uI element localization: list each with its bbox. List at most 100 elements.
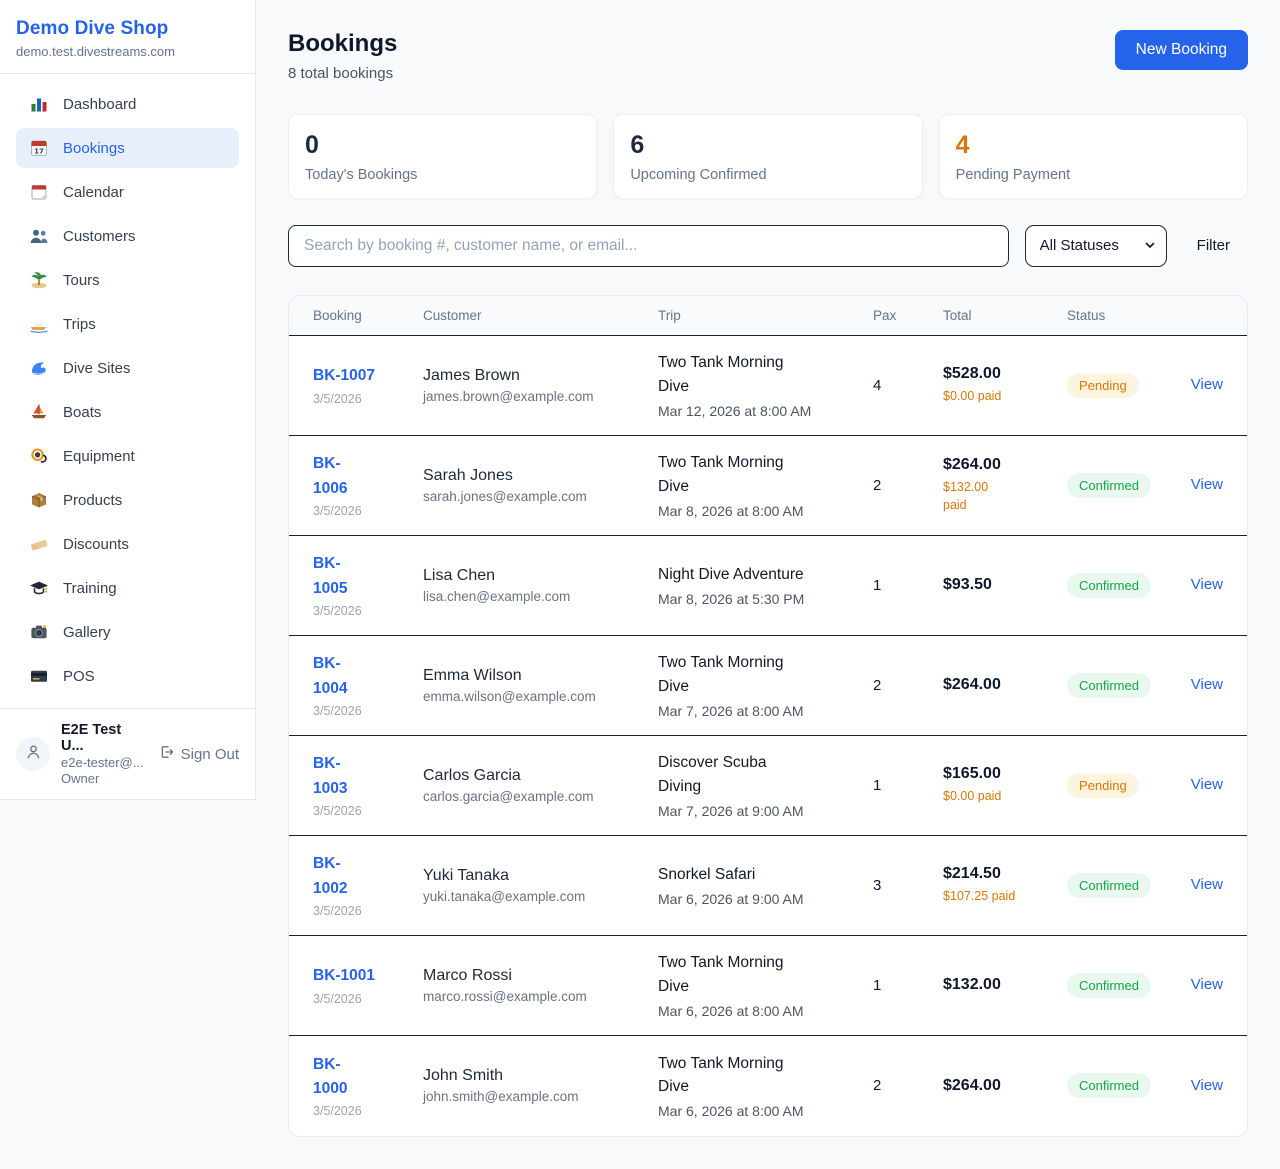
booking-number-link[interactable]: BK- 1005: [313, 555, 348, 597]
pax-count: 2: [873, 476, 882, 494]
pax-count: 1: [873, 776, 882, 794]
calendar-icon: [29, 182, 49, 202]
sidebar-item-gallery[interactable]: Gallery: [16, 612, 239, 652]
sidebar-item-bookings[interactable]: 17 Bookings: [16, 128, 239, 168]
sidebar-item-dashboard[interactable]: Dashboard: [16, 84, 239, 124]
customer-email: lisa.chen@example.com: [423, 588, 571, 604]
table-row: BK-1001 3/5/2026 Marco Rossi marco.rossi…: [289, 936, 1247, 1036]
column-header-booking: Booking: [313, 307, 362, 323]
trip-datetime: Mar 7, 2026 at 8:00 AM: [658, 702, 804, 719]
filters-bar: All Statuses Filter: [288, 224, 1248, 267]
column-header-status: Status: [1067, 307, 1106, 323]
total-amount: $132.00: [943, 976, 1001, 993]
sidebar-item-customers[interactable]: Customers: [16, 216, 239, 256]
pax-count: 2: [873, 676, 882, 694]
trip-datetime: Mar 8, 2026 at 8:00 AM: [658, 502, 804, 519]
customer-name: John Smith: [423, 1067, 504, 1084]
booking-number-link[interactable]: BK-1007: [313, 367, 376, 385]
trip-name: Discover Scuba Diving: [658, 754, 767, 795]
sidebar: Demo Dive Shop demo.test.divestreams.com…: [0, 0, 256, 800]
page-title: Bookings: [288, 30, 398, 57]
table-row: BK- 1003 3/5/2026 Carlos Garcia carlos.g…: [289, 736, 1247, 836]
training-icon: [29, 578, 49, 598]
total-amount: $264.00: [943, 676, 1001, 693]
status-badge: Pending: [1067, 372, 1139, 398]
sidebar-item-calendar[interactable]: Calendar: [16, 172, 239, 212]
table-body: BK-1007 3/5/2026 James Brown james.brown…: [289, 336, 1247, 1136]
customer-name: Emma Wilson: [423, 666, 522, 684]
sidebar-item-equipment[interactable]: Equipment: [16, 436, 239, 476]
booking-number-link[interactable]: BK- 1003: [313, 755, 348, 797]
status-badge: Confirmed: [1067, 472, 1151, 498]
page-subtitle: 8 total bookings: [288, 65, 394, 82]
paid-amount: $107.25 paid: [943, 888, 1016, 903]
view-link[interactable]: View: [1190, 976, 1223, 993]
booking-number-link[interactable]: BK-1001: [313, 967, 376, 985]
customer-email: john.smith@example.com: [423, 1089, 579, 1104]
booking-number-link[interactable]: BK- 1002: [313, 855, 348, 897]
avatar: [16, 737, 50, 771]
view-link[interactable]: View: [1190, 1076, 1223, 1094]
column-header-customer: Customer: [423, 307, 482, 323]
sidebar-item-dive-sites[interactable]: Dive Sites: [16, 348, 239, 388]
trip-name: Two Tank Morning Dive: [658, 354, 784, 395]
sidebar-item-products[interactable]: Products: [16, 480, 239, 520]
pax-count: 4: [873, 376, 882, 394]
booking-number-link[interactable]: BK- 1004: [313, 655, 348, 697]
status-badge: Confirmed: [1067, 672, 1151, 698]
view-link[interactable]: View: [1190, 376, 1223, 393]
trip-name: Two Tank Morning Dive: [658, 954, 784, 995]
brand-domain: demo.test.divestreams.com: [16, 44, 175, 59]
sidebar-item-boats[interactable]: Boats: [16, 392, 239, 432]
stat-card: 4 Pending Payment: [938, 114, 1248, 199]
view-link[interactable]: View: [1190, 476, 1223, 493]
booking-number-link[interactable]: BK- 1006: [313, 455, 348, 497]
status-badge: Confirmed: [1067, 1073, 1151, 1098]
filter-button[interactable]: Filter: [1196, 237, 1230, 254]
stat-card: 6 Upcoming Confirmed: [613, 114, 923, 199]
sidebar-item-pos[interactable]: POS: [16, 656, 239, 696]
trip-datetime: Mar 6, 2026 at 8:00 AM: [658, 1103, 804, 1120]
equipment-icon: [29, 446, 49, 466]
customer-name: Yuki Tanaka: [423, 866, 509, 884]
view-link[interactable]: View: [1190, 876, 1223, 893]
booking-date: 3/5/2026: [313, 503, 362, 518]
customer-name: James Brown: [423, 366, 520, 384]
customer-name: Marco Rossi: [423, 966, 512, 984]
total-amount: $165.00: [943, 764, 1001, 782]
stat-value: 0: [305, 131, 319, 159]
sign-out-button[interactable]: Sign Out: [158, 744, 239, 764]
status-badge: Confirmed: [1067, 872, 1151, 898]
customer-email: emma.wilson@example.com: [423, 688, 596, 704]
sidebar-item-tours[interactable]: Tours: [16, 260, 239, 300]
status-badge: Confirmed: [1067, 972, 1151, 998]
status-badge: Pending: [1067, 772, 1139, 798]
booking-number-link[interactable]: BK- 1000: [313, 1055, 348, 1097]
table-row: BK- 1005 3/5/2026 Lisa Chen lisa.chen@ex…: [289, 536, 1247, 636]
table-row: BK- 1002 3/5/2026 Yuki Tanaka yuki.tanak…: [289, 836, 1247, 936]
new-booking-button[interactable]: New Booking: [1114, 30, 1248, 70]
tours-icon: [29, 270, 49, 290]
products-icon: [29, 490, 49, 510]
sidebar-item-discounts[interactable]: Discounts: [16, 524, 239, 564]
pos-icon: [29, 666, 49, 686]
view-link[interactable]: View: [1190, 576, 1223, 593]
brand-name: Demo Dive Shop: [16, 18, 169, 39]
total-amount: $264.00: [943, 1076, 1001, 1094]
trip-name: Two Tank Morning Dive: [658, 1054, 784, 1095]
view-link[interactable]: View: [1190, 676, 1223, 693]
trip-datetime: Mar 7, 2026 at 9:00 AM: [658, 802, 804, 819]
sidebar-item-trips[interactable]: Trips: [16, 304, 239, 344]
customer-email: marco.rossi@example.com: [423, 988, 587, 1004]
user-role: Owner: [61, 771, 100, 786]
trip-datetime: Mar 12, 2026 at 8:00 AM: [658, 402, 812, 419]
trip-name: Two Tank Morning Dive: [658, 454, 784, 495]
sidebar-item-training[interactable]: Training: [16, 568, 239, 608]
bookings-table: Booking Customer Trip Pax Total Status BK-100…: [288, 294, 1248, 1137]
trips-icon: [29, 314, 49, 334]
view-link[interactable]: View: [1190, 776, 1223, 793]
boats-icon: [29, 402, 49, 422]
search-input[interactable]: [288, 224, 1009, 267]
paid-amount: $0.00 paid: [943, 388, 1002, 403]
status-filter-select[interactable]: All Statuses: [1024, 224, 1167, 267]
